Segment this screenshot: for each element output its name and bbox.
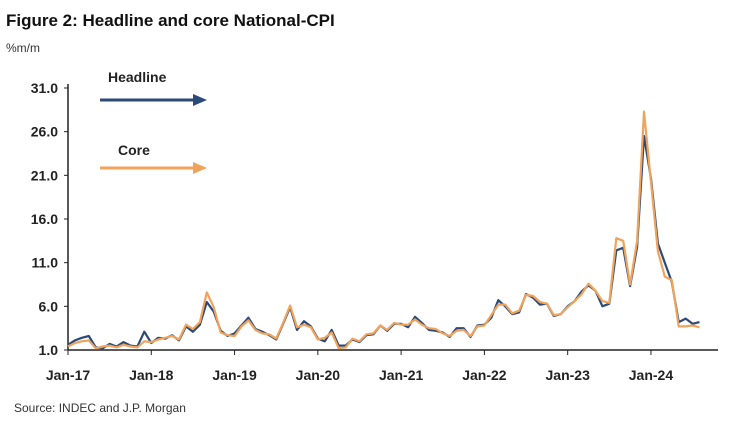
chart-title: Figure 2: Headline and core National-CPI [6, 11, 335, 30]
legend-label-headline: Headline [108, 69, 167, 85]
x-tick-label: Jan-21 [379, 367, 424, 383]
x-tick-label: Jan-23 [546, 367, 591, 383]
x-tick-label: Jan-20 [296, 367, 341, 383]
x-tick-label: Jan-17 [46, 367, 91, 383]
y-tick-label: 26.0 [31, 124, 58, 140]
legend-arrowhead-core [193, 162, 207, 174]
y-tick-label: 11.0 [32, 255, 59, 271]
x-tick-label: Jan-19 [212, 367, 257, 383]
y-tick-label: 16.0 [31, 211, 58, 227]
y-tick-label: 6.0 [39, 298, 59, 314]
x-tick-label: Jan-22 [462, 367, 507, 383]
y-tick-label: 31.0 [31, 80, 58, 96]
x-tick-label: Jan-18 [129, 367, 174, 383]
x-tick-label: Jan-24 [629, 367, 674, 383]
legend: Headline Core [100, 69, 207, 174]
series-line-core [67, 110, 700, 350]
y-tick-label: 21.0 [31, 167, 58, 183]
y-tick-label: 1.0 [39, 342, 59, 358]
legend-label-core: Core [118, 142, 150, 158]
legend-arrowhead-headline [193, 94, 207, 106]
y-axis-label: %m/m [6, 41, 40, 55]
source-note: Source: INDEC and J.P. Morgan [14, 401, 186, 415]
